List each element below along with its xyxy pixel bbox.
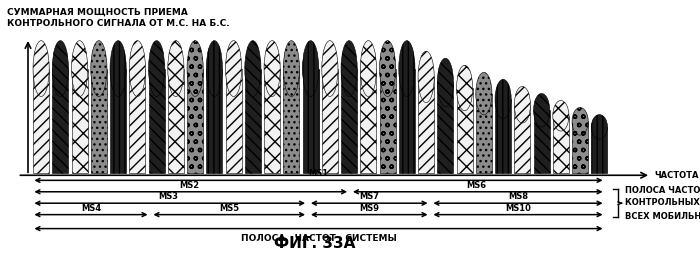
Text: MS2: MS2 (179, 181, 199, 190)
Bar (52, 69, 69, 173)
Bar (379, 69, 396, 173)
Bar (476, 93, 492, 173)
Ellipse shape (553, 101, 569, 131)
Ellipse shape (476, 72, 492, 115)
Text: MS7: MS7 (360, 192, 379, 201)
Text: MS8: MS8 (508, 192, 528, 201)
Ellipse shape (399, 41, 415, 97)
Ellipse shape (148, 41, 164, 97)
Ellipse shape (264, 41, 280, 97)
Bar (168, 69, 184, 173)
Bar (33, 69, 49, 173)
Ellipse shape (71, 41, 88, 97)
Bar (592, 127, 608, 173)
Text: ПОЛОСА ЧАСТОТ
КОНТРОЛЬНЫХ СИГНАЛОВ
ВСЕХ МОБИЛЬНЫХ СТАНЦИЙ: ПОЛОСА ЧАСТОТ КОНТРОЛЬНЫХ СИГНАЛОВ ВСЕХ … (625, 185, 700, 221)
Ellipse shape (360, 41, 377, 97)
Bar (110, 69, 126, 173)
Text: ЧАСТОТА: ЧАСТОТА (654, 171, 699, 180)
Text: ФИГ. 33А: ФИГ. 33А (274, 236, 356, 251)
Text: MS9: MS9 (360, 204, 379, 213)
Ellipse shape (52, 41, 69, 97)
Ellipse shape (341, 41, 357, 97)
Ellipse shape (91, 41, 107, 97)
Bar (245, 69, 261, 173)
Text: MS3: MS3 (158, 192, 178, 201)
Ellipse shape (33, 41, 49, 97)
Text: MS10: MS10 (505, 204, 531, 213)
Text: MS4: MS4 (81, 204, 101, 213)
Ellipse shape (168, 41, 184, 97)
Ellipse shape (495, 80, 511, 119)
Bar (553, 116, 569, 173)
Ellipse shape (592, 115, 608, 139)
Bar (495, 99, 511, 173)
Text: СУММАРНАЯ МОЩНОСТЬ ПРИЕМА
КОНТРОЛЬНОГО СИГНАЛА ОТ М.С. НА Б.С.: СУММАРНАЯ МОЩНОСТЬ ПРИЕМА КОНТРОЛЬНОГО С… (7, 8, 230, 28)
Bar (206, 69, 223, 173)
Bar (533, 110, 550, 173)
Bar (264, 69, 280, 173)
Bar (572, 121, 588, 173)
Bar (514, 105, 531, 173)
Ellipse shape (110, 41, 126, 97)
Ellipse shape (245, 41, 261, 97)
Bar (302, 69, 318, 173)
Ellipse shape (130, 41, 146, 97)
Bar (456, 88, 473, 173)
Bar (130, 69, 146, 173)
Ellipse shape (572, 107, 588, 135)
Ellipse shape (322, 41, 338, 97)
Text: MS6: MS6 (466, 181, 486, 190)
Bar (71, 69, 88, 173)
Bar (438, 83, 454, 173)
Bar (322, 69, 338, 173)
Bar (399, 69, 415, 173)
Bar (148, 69, 164, 173)
Ellipse shape (456, 65, 473, 111)
Ellipse shape (379, 41, 396, 97)
Ellipse shape (284, 41, 300, 97)
Ellipse shape (302, 41, 318, 97)
Ellipse shape (206, 41, 223, 97)
Text: ПОЛОСА   ЧАСТОТ   СИСТЕМЫ: ПОЛОСА ЧАСТОТ СИСТЕМЫ (241, 234, 396, 243)
Bar (360, 69, 377, 173)
Bar (418, 77, 434, 173)
Ellipse shape (438, 58, 454, 107)
Bar (225, 69, 241, 173)
Text: MS1: MS1 (309, 169, 328, 178)
Ellipse shape (187, 41, 203, 97)
Bar (284, 69, 300, 173)
Bar (187, 69, 203, 173)
Ellipse shape (418, 51, 434, 103)
Ellipse shape (533, 93, 550, 127)
Ellipse shape (225, 41, 241, 97)
Ellipse shape (514, 86, 531, 123)
Text: MS5: MS5 (220, 204, 239, 213)
Bar (341, 69, 357, 173)
Bar (91, 69, 107, 173)
